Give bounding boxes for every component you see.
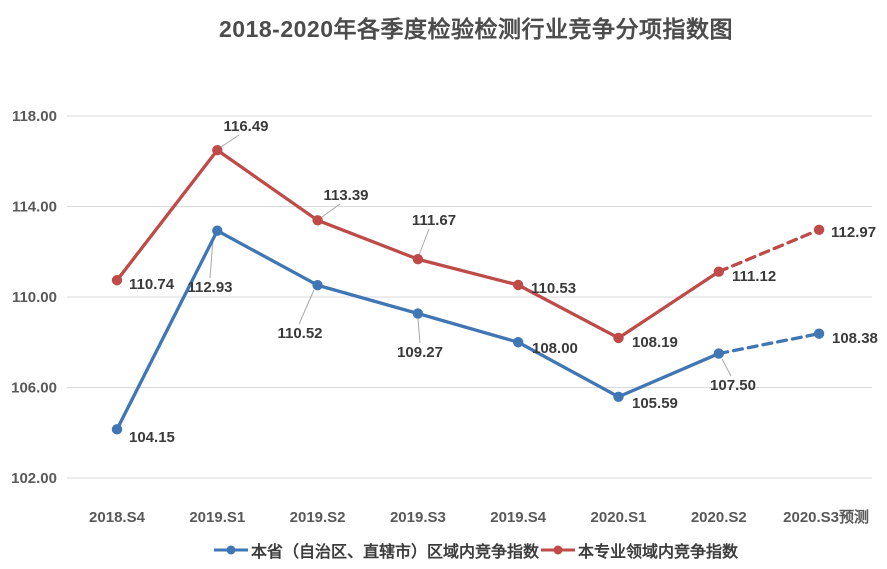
data-label: 113.39 <box>323 187 368 204</box>
data-label: 107.50 <box>710 377 756 394</box>
data-label: 105.59 <box>632 395 678 412</box>
x-tick-label: 2019.S1 <box>189 509 245 526</box>
label-leader-line <box>721 358 732 377</box>
data-point-marker <box>513 279 524 291</box>
legend-item-professional-index: 本专业领域内竞争指数 <box>541 538 738 562</box>
legend-label: 本专业领域内竞争指数 <box>578 544 739 561</box>
data-point-marker <box>111 424 123 435</box>
series-line-forecast-dashed <box>717 332 821 356</box>
data-label: 108.19 <box>632 334 678 351</box>
data-point-marker <box>212 144 223 156</box>
data-label: 112.97 <box>831 224 876 241</box>
data-point-marker <box>613 332 624 344</box>
label-leader-line <box>209 238 214 279</box>
label-leader-line <box>298 289 315 325</box>
legend-label: 本省（自治区、直辖市）区域内竞争指数 <box>250 544 539 561</box>
x-tick-label: 2019.S4 <box>490 509 547 526</box>
y-tick-label: 102.00 <box>11 470 57 487</box>
data-point-marker <box>111 275 123 286</box>
data-point-marker <box>412 254 424 265</box>
x-tick-label: 2018.S4 <box>89 509 146 526</box>
x-tick-label: 2019.S3 <box>390 509 446 526</box>
x-tick-label: 2020.S3预测 <box>783 508 869 526</box>
data-label: 108.38 <box>832 330 878 347</box>
chart-legend: 本省（自治区、直辖市）区域内竞争指数 本专业领域内竞争指数 <box>70 538 882 562</box>
data-label: 111.12 <box>732 268 776 285</box>
data-point-marker <box>713 348 724 359</box>
data-point-marker <box>813 328 825 339</box>
x-tick-label: 2020.S1 <box>591 509 647 526</box>
y-tick-label: 114.00 <box>12 199 57 216</box>
legend-item-provincial-index: 本省（自治区、直辖市）区域内竞争指数 <box>213 538 539 562</box>
x-tick-label: 2019.S2 <box>290 509 346 526</box>
data-point-marker <box>713 266 724 277</box>
data-label: 108.00 <box>532 340 578 357</box>
chart-title: 2018-2020年各季度检验检测行业竞争分项指数图 <box>219 16 733 42</box>
data-point-marker <box>813 224 825 236</box>
series-line-forecast-dashed <box>717 228 821 274</box>
data-label: 116.49 <box>223 118 268 135</box>
x-tick-label: 2020.S2 <box>691 509 747 526</box>
y-tick-label: 110.00 <box>12 289 57 306</box>
data-point-marker <box>613 391 624 402</box>
data-label: 111.67 <box>412 212 456 229</box>
data-label: 110.53 <box>531 280 576 297</box>
label-leader-line <box>417 318 421 344</box>
y-tick-label: 118.00 <box>12 108 57 125</box>
data-point-marker <box>312 215 323 226</box>
data-label: 112.93 <box>187 279 232 296</box>
y-tick-label: 106.00 <box>11 380 57 397</box>
data-label: 104.15 <box>129 429 175 446</box>
data-label: 110.74 <box>129 276 175 293</box>
label-leader-line <box>220 134 240 148</box>
legend-line-dot-icon <box>213 545 248 555</box>
data-point-marker <box>513 337 524 348</box>
legend-line-dot-icon <box>541 545 575 555</box>
data-point-marker <box>312 280 323 291</box>
label-leader-line <box>321 203 341 218</box>
data-point-marker <box>412 308 424 319</box>
data-point-marker <box>212 225 223 236</box>
label-leader-line <box>418 228 430 256</box>
data-label: 110.52 <box>277 325 322 342</box>
data-label: 109.27 <box>397 344 443 361</box>
